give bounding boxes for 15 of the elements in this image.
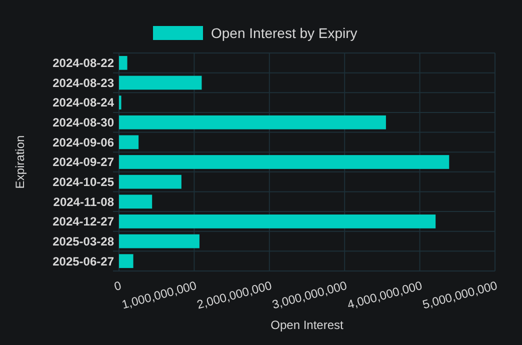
y-tick-label: 2024-12-27 (52, 214, 114, 229)
y-tick-label: 2024-08-24 (52, 96, 114, 110)
y-tick-label: 2024-09-06 (52, 135, 114, 150)
y-tick-label: 2024-08-30 (52, 116, 114, 130)
y-tick-label: 2024-11-08 (53, 194, 114, 209)
x-tick-label: 0 (112, 278, 124, 294)
y-tick-label: 2024-08-22 (52, 56, 114, 70)
y-tick-label: 2025-06-27 (52, 254, 114, 268)
y-axis-title: Expiration (13, 135, 27, 189)
y-tick-label: 2024-10-25 (52, 175, 114, 190)
y-tick-label: 2025-03-28 (52, 234, 114, 248)
y-tick-label: 2024-09-27 (52, 155, 114, 170)
legend-label: Open Interest by Expiry (211, 25, 358, 41)
y-tick-label: 2024-08-23 (52, 76, 114, 90)
x-axis-title: Open Interest (270, 318, 344, 332)
